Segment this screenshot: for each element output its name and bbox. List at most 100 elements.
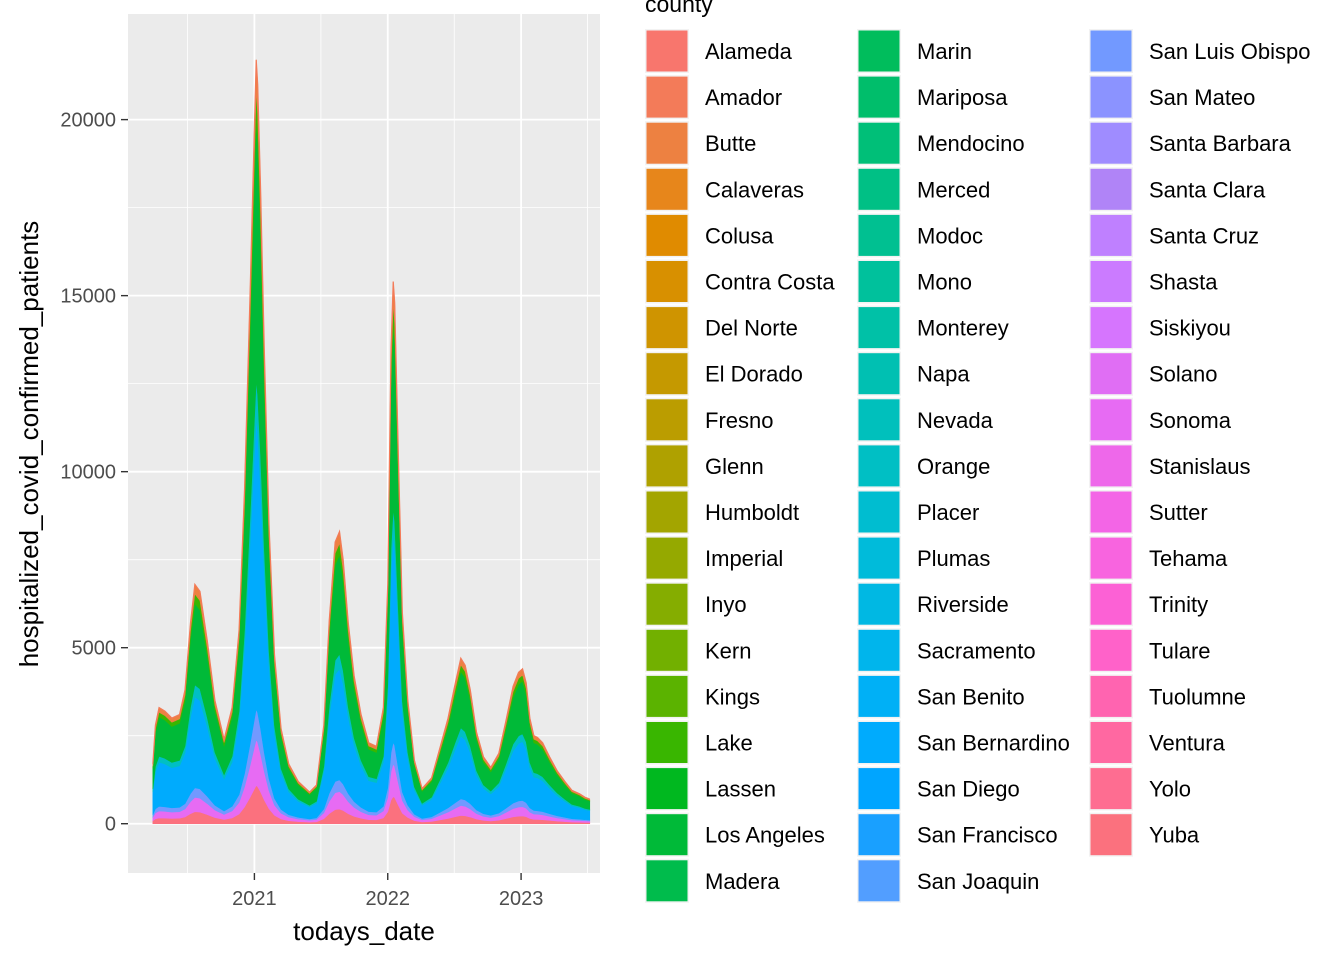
legend-label-san-luis-obispo: San Luis Obispo [1149,39,1310,64]
legend-swatch-san-joaquin [858,860,900,902]
legend-swatch-nevada [858,399,900,441]
legend-swatch-san-francisco [858,814,900,856]
legend-swatch-kern [646,629,688,671]
legend-swatch-siskiyou [1090,307,1132,349]
legend-swatch-santa-barbara [1090,122,1132,164]
legend-label-santa-cruz: Santa Cruz [1149,223,1259,248]
legend-swatch-napa [858,353,900,395]
legend-label-marin: Marin [917,39,972,64]
legend-label-tuolumne: Tuolumne [1149,684,1246,709]
legend-label-sutter: Sutter [1149,500,1208,525]
legend-label-mono: Mono [917,270,972,295]
legend-swatch-fresno [646,399,688,441]
legend-label-trinity: Trinity [1149,592,1208,617]
legend-label-mariposa: Mariposa [917,85,1008,110]
legend-label-orange: Orange [917,454,990,479]
legend-label-san-joaquin: San Joaquin [917,869,1039,894]
legend-swatch-mono [858,261,900,302]
x-tick-label: 2022 [365,888,410,910]
legend-label-tulare: Tulare [1149,638,1211,663]
legend-swatch-san-mateo [1090,76,1132,118]
legend-label-riverside: Riverside [917,592,1009,617]
legend-label-glenn: Glenn [705,454,764,479]
legend-swatch-san-bernardino [858,722,900,763]
legend-label-yuba: Yuba [1149,823,1200,848]
axes: 0 5000 10000 15000 20000 2021 2022 2023 [60,110,543,910]
legend-swatch-placer [858,491,900,533]
legend-title: county [645,0,713,17]
legend-label-imperial: Imperial [705,546,783,571]
legend-swatch-orange [858,445,900,487]
legend-label-kings: Kings [705,684,760,709]
legend-label-san-diego: San Diego [917,777,1020,802]
legend-swatch-tehama [1090,537,1132,579]
legend-swatch-colusa [646,214,688,256]
legend-swatch-trinity [1090,583,1132,625]
y-tick-label: 20000 [60,110,116,132]
legend: county Alameda Amador Butte Calaveras Colusa… [645,0,1310,903]
legend-label-san-francisco: San Francisco [917,823,1058,848]
legend-swatch-el-dorado [646,353,688,395]
legend-label-santa-clara: Santa Clara [1149,177,1266,202]
legend-label-mendocino: Mendocino [917,131,1025,156]
x-tick-label: 2023 [499,888,544,910]
legend-swatch-yolo [1090,768,1132,810]
legend-swatch-plumas [858,537,900,579]
legend-label-yolo: Yolo [1149,777,1191,802]
legend-swatch-humboldt [646,491,688,533]
legend-label-san-bernardino: San Bernardino [917,731,1070,756]
legend-label-fresno: Fresno [705,408,773,433]
legend-label-ventura: Ventura [1149,731,1226,756]
legend-label-los-angeles: Los Angeles [705,823,825,848]
legend-swatch-imperial [646,537,688,579]
legend-label-solano: Solano [1149,362,1218,387]
x-tick-label: 2021 [232,888,277,910]
legend-label-inyo: Inyo [705,592,747,617]
legend-label-napa: Napa [917,362,970,387]
legend-label-san-mateo: San Mateo [1149,85,1255,110]
legend-label-shasta: Shasta [1149,270,1218,295]
legend-label-lake: Lake [705,731,753,756]
y-tick-label: 0 [105,814,116,836]
legend-swatch-contra-costa [646,261,688,302]
legend-swatch-stanislaus [1090,445,1132,487]
area-top-rim [152,59,590,800]
legend-swatch-mariposa [858,76,900,118]
legend-label-del-norte: Del Norte [705,316,798,341]
legend-label-tehama: Tehama [1149,546,1228,571]
legend-swatch-glenn [646,445,688,487]
legend-swatch-san-benito [858,675,900,717]
y-axis-title: hospitalized_covid_confirmed_patients [14,221,44,668]
legend-label-madera: Madera [705,869,780,894]
legend-swatch-modoc [858,214,900,256]
legend-swatch-lake [646,722,688,763]
legend-label-merced: Merced [917,177,990,202]
legend-label-monterey: Monterey [917,316,1009,341]
legend-label-calaveras: Calaveras [705,177,804,202]
legend-swatch-amador [646,76,688,118]
legend-swatch-sonoma [1090,399,1132,441]
stacked-areas [152,59,591,825]
legend-swatch-san-diego [858,768,900,810]
legend-swatch-santa-cruz [1090,214,1132,256]
legend-label-kern: Kern [705,638,751,663]
legend-label-nevada: Nevada [917,408,994,433]
legend-label-san-benito: San Benito [917,684,1025,709]
legend-label-lassen: Lassen [705,777,776,802]
legend-swatch-butte [646,122,688,164]
y-tick-label: 15000 [60,286,116,308]
legend-label-butte: Butte [705,131,756,156]
legend-label-alameda: Alameda [705,39,793,64]
legend-label-colusa: Colusa [705,223,774,248]
legend-label-plumas: Plumas [917,546,990,571]
y-tick-label: 10000 [60,462,116,484]
legend-label-sonoma: Sonoma [1149,408,1232,433]
legend-swatch-tulare [1090,629,1132,671]
legend-swatch-yuba [1090,814,1132,856]
legend-swatch-lassen [646,768,688,810]
legend-label-modoc: Modoc [917,223,983,248]
legend-swatch-monterey [858,307,900,349]
legend-swatch-merced [858,168,900,210]
legend-swatch-san-luis-obispo [1090,30,1132,72]
